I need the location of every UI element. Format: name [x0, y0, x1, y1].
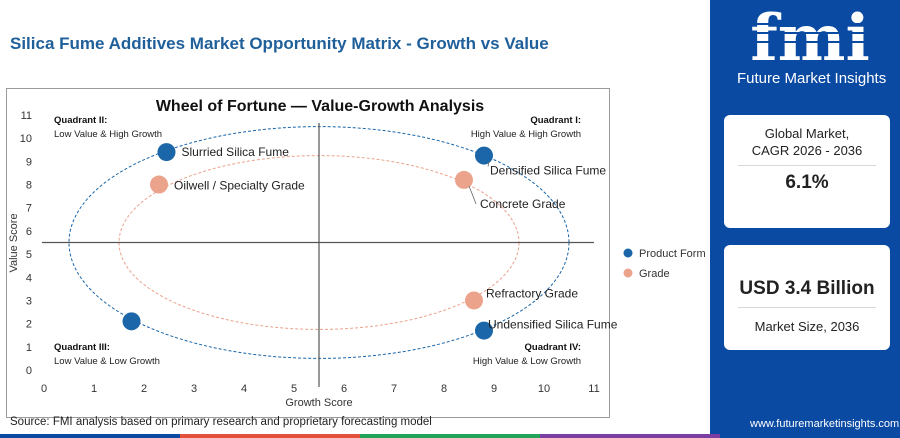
market-size-divider — [738, 307, 876, 308]
y-tick-label: 1 — [26, 342, 32, 354]
cagr-label: Global Market, CAGR 2026 - 2036 — [724, 125, 890, 159]
chart-title: Wheel of Fortune — Value-Growth Analysis — [156, 98, 484, 115]
quadrant-name: Quadrant II: — [54, 115, 107, 126]
x-tick-label: 5 — [291, 383, 297, 395]
y-tick-label: 6 — [26, 226, 32, 238]
x-tick-label: 6 — [341, 383, 347, 395]
y-tick-label: 3 — [26, 295, 32, 307]
cagr-divider — [738, 165, 876, 166]
bottom-bar-segment — [360, 434, 540, 438]
legend-label: Grade — [639, 268, 670, 280]
quadrant-labels: Quadrant II: Low Value & High Growth Quadr… — [54, 115, 581, 367]
x-tick-label: 8 — [441, 383, 447, 395]
quadrant-name: Quadrant I: — [530, 115, 581, 126]
y-tick-label: 7 — [26, 203, 32, 215]
market-size-card: USD 3.4 Billion Market Size, 2036 — [724, 245, 890, 350]
website-link[interactable]: www.futuremarketinsights.com — [750, 418, 900, 430]
x-tick-label: 4 — [241, 383, 247, 395]
point-layer: Slurried Silica Fume Densified Silica Fum… — [122, 143, 618, 340]
source-note: Source: FMI analysis based on primary re… — [10, 416, 432, 428]
legend-label: Product Form — [639, 248, 706, 260]
fmi-logo: fmi Future Market Insights — [735, 1, 887, 87]
data-point — [475, 146, 493, 165]
market-size-label: Market Size, 2036 — [754, 319, 860, 334]
cagr-card: Global Market, CAGR 2026 - 2036 6.1% — [724, 115, 890, 228]
point-label: Densified Silica Fume — [490, 164, 606, 178]
x-tick-label: 3 — [191, 383, 197, 395]
cagr-label-line1: Global Market, — [764, 126, 850, 141]
point-label: Refractory Grade — [486, 286, 578, 300]
x-axis-label: Growth Score — [285, 397, 352, 409]
quadrant-description: Low Value & Low Growth — [54, 356, 160, 367]
data-point — [150, 175, 168, 194]
quadrant-description: High Value & Low Growth — [473, 356, 581, 367]
legend-marker — [623, 248, 633, 258]
leader-line — [487, 161, 490, 167]
quadrant-name: Quadrant III: — [54, 342, 110, 353]
axis-ticks: 0 1 2 3 4 5 6 7 8 9 10 11 0 1 2 3 4 5 6 7 8 9 10 11 — [20, 110, 600, 395]
legend-marker — [623, 268, 633, 278]
y-axis-label: Value Score — [8, 213, 20, 272]
point-label: Slurried Silica Fume — [182, 145, 290, 159]
quadrant-description: Low Value & High Growth — [54, 129, 162, 140]
data-point — [465, 291, 483, 310]
chart-frame — [6, 88, 610, 418]
logo-letters: fmi — [750, 6, 870, 68]
chart-legend: Product Form Grade — [623, 248, 706, 280]
y-tick-label: 11 — [21, 110, 32, 122]
cagr-label-line2: CAGR 2026 - 2036 — [751, 143, 863, 158]
y-tick-label: 8 — [26, 180, 32, 192]
y-tick-label: 5 — [26, 249, 32, 261]
point-label: Undensified Silica Fume — [488, 318, 618, 332]
x-tick-label: 9 — [491, 383, 497, 395]
y-tick-label: 2 — [26, 319, 32, 331]
market-size-value: USD 3.4 Billion — [739, 278, 875, 299]
y-tick-label: 10 — [20, 133, 32, 145]
x-tick-label: 2 — [141, 383, 147, 395]
bottom-bar-segment — [180, 434, 360, 438]
point-label: Concrete Grade — [480, 197, 566, 211]
data-point — [122, 312, 141, 331]
bottom-bar-segment — [720, 434, 900, 438]
bottom-bar-segment — [0, 434, 180, 438]
bottom-color-bar — [0, 434, 900, 438]
bottom-bar-segment — [540, 434, 720, 438]
cagr-value: 6.1% — [785, 172, 829, 193]
quadrant-dividers — [42, 123, 594, 387]
page-title: Silica Fume Additives Market Opportunity… — [10, 34, 549, 53]
data-point — [157, 143, 176, 162]
y-tick-label: 4 — [26, 272, 32, 284]
y-tick-label: 9 — [26, 156, 32, 168]
x-tick-label: 10 — [538, 383, 550, 395]
x-tick-label: 1 — [91, 383, 97, 395]
logo-tagline: Future Market Insights — [737, 70, 887, 87]
data-point — [475, 321, 493, 340]
leader-line — [468, 185, 477, 205]
y-tick-label: 0 — [26, 365, 32, 377]
data-point — [455, 170, 473, 189]
x-tick-label: 11 — [588, 383, 599, 395]
quadrant-name: Quadrant IV: — [525, 342, 581, 353]
quadrant-description: High Value & High Growth — [471, 129, 581, 140]
x-tick-label: 7 — [391, 383, 397, 395]
point-label: Oilwell / Specialty Grade — [174, 179, 305, 193]
fmi-logo-mark: fmi — [739, 1, 881, 76]
x-tick-label: 0 — [41, 383, 47, 395]
